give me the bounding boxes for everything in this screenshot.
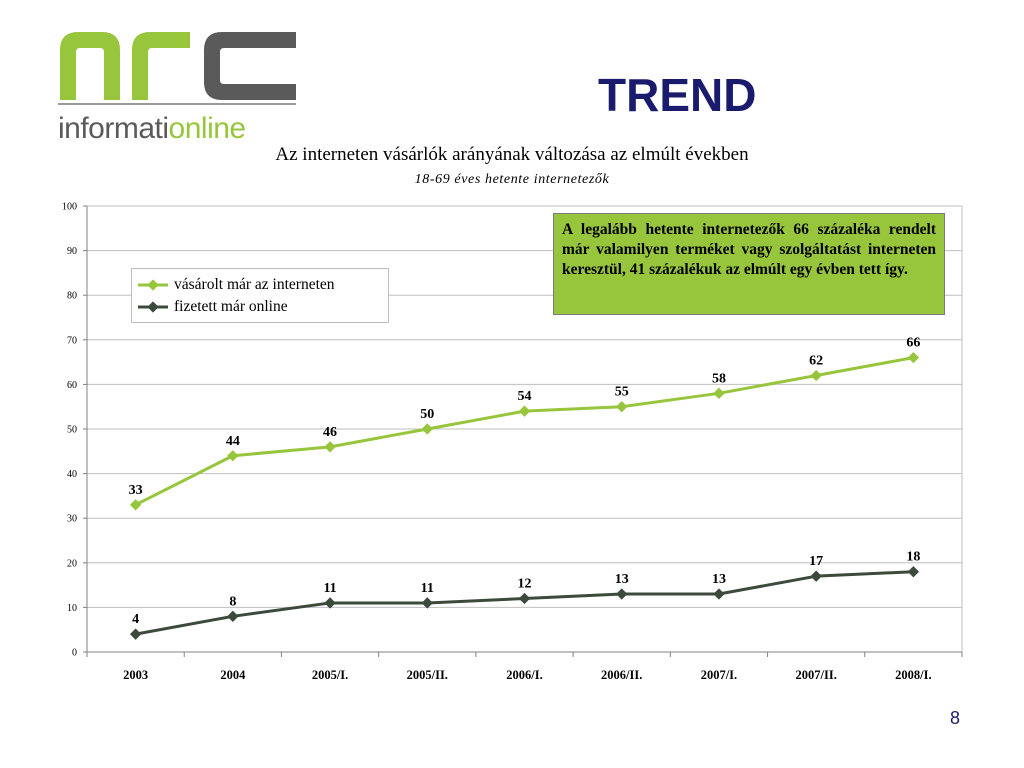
legend-item-paid: fizetett már online [138,296,382,318]
legend-item-purchased: vásárolt már az interneten [138,274,382,296]
data-point [907,566,920,578]
x-tick-label: 2003 [123,668,148,682]
chart-subtitle: 18-69 éves hetente internetezők [414,172,610,187]
data-label: 54 [518,389,532,404]
data-label: 18 [906,550,920,565]
legend-swatch-green [138,279,168,291]
data-label: 17 [809,554,823,569]
data-point [518,405,531,417]
x-tick-label: 2007/I. [701,668,737,682]
logo-wordmark: informationline [58,112,246,145]
data-label: 50 [420,407,434,422]
data-point [518,592,531,605]
data-point [324,597,336,609]
series-line [134,356,914,507]
data-point [713,588,725,600]
nrc-logo-mark [60,32,296,100]
nrc-logo: informationline [58,28,298,145]
data-point [713,387,725,399]
data-label: 58 [712,371,726,386]
data-label: 62 [809,353,823,368]
data-point [129,628,142,640]
page-number: 8 [950,708,961,728]
y-tick-label: 0 [72,648,77,659]
x-tick-label: 2006/I. [506,668,542,682]
data-label: 46 [323,425,337,440]
y-tick-label: 20 [67,558,77,569]
y-tick-label: 30 [67,514,77,525]
data-label: 13 [712,572,726,587]
legend-label: fizetett már online [174,298,288,315]
x-tick-label: 2004 [220,668,246,682]
data-point [421,423,433,435]
chart-legend: vásárolt már az interneten fizetett már … [131,268,389,323]
data-label: 55 [615,385,629,400]
chart-title: Az interneten vásárlók arányának változá… [275,144,749,165]
data-label: 8 [229,594,236,609]
data-label: 11 [421,581,434,596]
data-point [616,588,628,600]
y-tick-label: 70 [67,335,77,346]
data-point [616,401,628,413]
data-label: 13 [615,572,629,587]
data-label: 44 [226,434,240,449]
y-tick-label: 100 [62,202,77,213]
y-tick-label: 40 [67,469,77,480]
x-tick-label: 2008/I. [895,668,931,682]
data-label: 11 [323,581,336,596]
x-tick-label: 2007/II. [796,668,837,682]
x-tick-label: 2005/II. [407,668,448,682]
y-tick-label: 80 [67,291,77,302]
y-tick-label: 60 [67,380,77,391]
data-point [324,441,336,453]
y-tick-label: 10 [67,603,77,614]
data-point [907,351,920,364]
data-point [227,610,239,622]
y-tick-label: 90 [67,246,77,257]
data-point [810,369,822,382]
slide-title: TREND [598,69,757,121]
callout-box: A legalább hetente internetezők 66 száza… [553,213,945,315]
data-label: 66 [906,336,920,351]
data-label: 33 [129,483,143,498]
x-tick-label: 2005/I. [312,668,348,682]
data-label: 4 [132,612,139,627]
y-tick-label: 50 [67,425,77,436]
legend-swatch-dark [138,301,168,313]
data-point [129,499,142,511]
data-label: 12 [518,576,532,591]
x-tick-label: 2006/II. [601,668,642,682]
data-point [421,597,433,609]
data-point [227,450,239,462]
data-point [810,570,822,582]
legend-label: vásárolt már az interneten [174,276,335,293]
logo-divider [58,103,296,105]
